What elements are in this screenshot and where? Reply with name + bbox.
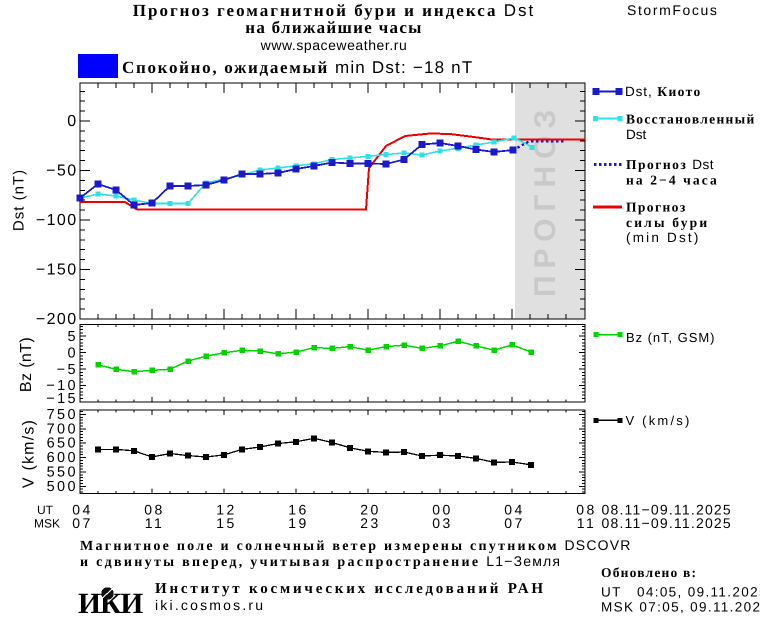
svg-text:03: 03 <box>432 515 453 531</box>
svg-text:Bz (nT): Bz (nT) <box>18 337 35 392</box>
svg-text:MSK: MSK <box>34 517 60 531</box>
svg-text:07: 07 <box>504 515 525 531</box>
svg-text:Институт космических исследова: Институт космических исследований РАН <box>155 581 546 597</box>
svg-text:08.11−09.11.2025: 08.11−09.11.2025 <box>602 502 732 518</box>
svg-text:iki.cosmos.ru: iki.cosmos.ru <box>155 597 265 613</box>
svg-text:MSK 07:05, 09.11.2025: MSK 07:05, 09.11.2025 <box>601 600 760 615</box>
svg-text:20: 20 <box>360 502 381 518</box>
svg-text:12: 12 <box>216 502 237 518</box>
svg-text:0: 0 <box>68 345 78 361</box>
svg-text:−15: −15 <box>46 391 78 407</box>
svg-text:на ближайшие часы: на ближайшие часы <box>245 18 423 37</box>
svg-text:−10: −10 <box>46 378 78 394</box>
svg-text:08.11−09.11.2025: 08.11−09.11.2025 <box>602 515 732 531</box>
svg-text:00: 00 <box>432 502 453 518</box>
svg-text:Dst, Киото: Dst, Киото <box>625 84 702 99</box>
svg-text:UT: UT <box>37 503 54 517</box>
svg-text:UT 04:05, 09.11.2025: UT 04:05, 09.11.2025 <box>601 585 760 600</box>
svg-text:силы бури: силы бури <box>626 215 709 230</box>
svg-text:Спокойно, ожидаемый min Dst: −: Спокойно, ожидаемый min Dst: −18 nT <box>122 58 473 77</box>
svg-text:23: 23 <box>360 515 381 531</box>
svg-text:0: 0 <box>67 113 77 130</box>
svg-text:04: 04 <box>72 502 93 518</box>
svg-text:V (km/s): V (km/s) <box>626 413 692 428</box>
svg-text:Магнитное поле и солнечный вет: Магнитное поле и солнечный ветер измерен… <box>80 537 632 554</box>
svg-text:−200: −200 <box>36 311 78 328</box>
svg-text:и сдвинуты вперед, учитывая ра: и сдвинуты вперед, учитывая распростране… <box>80 553 561 570</box>
svg-text:Bz (nT, GSM): Bz (nT, GSM) <box>626 330 715 345</box>
svg-text:Прогноз Dst: Прогноз Dst <box>626 157 714 172</box>
svg-text:15: 15 <box>216 515 237 531</box>
svg-text:750: 750 <box>47 407 78 423</box>
svg-text:550: 550 <box>47 464 78 480</box>
svg-text:07: 07 <box>72 515 93 531</box>
svg-text:(min Dst): (min Dst) <box>626 230 701 245</box>
svg-text:Обновлено в:: Обновлено в: <box>601 565 697 580</box>
svg-text:700: 700 <box>47 421 78 437</box>
svg-text:16: 16 <box>288 502 309 518</box>
svg-text:ПРОГНОЗ: ПРОГНОЗ <box>529 103 562 297</box>
svg-text:11: 11 <box>577 515 597 531</box>
svg-text:Dst (nT): Dst (nT) <box>11 169 28 231</box>
svg-text:08: 08 <box>576 502 597 518</box>
svg-text:−50: −50 <box>46 163 77 180</box>
svg-text:Прогноз геомагнитной бури и ин: Прогноз геомагнитной бури и индекса Dst <box>133 1 535 20</box>
svg-text:Dst: Dst <box>626 127 646 142</box>
svg-text:Восстановленный: Восстановленный <box>626 111 756 126</box>
svg-text:11: 11 <box>145 515 165 531</box>
svg-text:www.spaceweather.ru: www.spaceweather.ru <box>260 37 408 53</box>
svg-text:500: 500 <box>47 479 78 495</box>
svg-text:08: 08 <box>144 502 165 518</box>
svg-text:на 2−4 часа: на 2−4 часа <box>626 173 719 188</box>
svg-text:19: 19 <box>288 515 309 531</box>
svg-text:04: 04 <box>504 502 525 518</box>
svg-text:StormFocus: StormFocus <box>627 2 718 18</box>
svg-text:−100: −100 <box>36 212 78 229</box>
svg-text:V (km/s): V (km/s) <box>21 419 38 488</box>
svg-text:5: 5 <box>68 329 78 345</box>
svg-text:−5: −5 <box>57 362 78 378</box>
svg-text:650: 650 <box>47 436 78 452</box>
svg-text:600: 600 <box>47 450 78 466</box>
svg-text:Прогноз: Прогноз <box>626 200 687 215</box>
svg-text:−150: −150 <box>36 262 78 279</box>
